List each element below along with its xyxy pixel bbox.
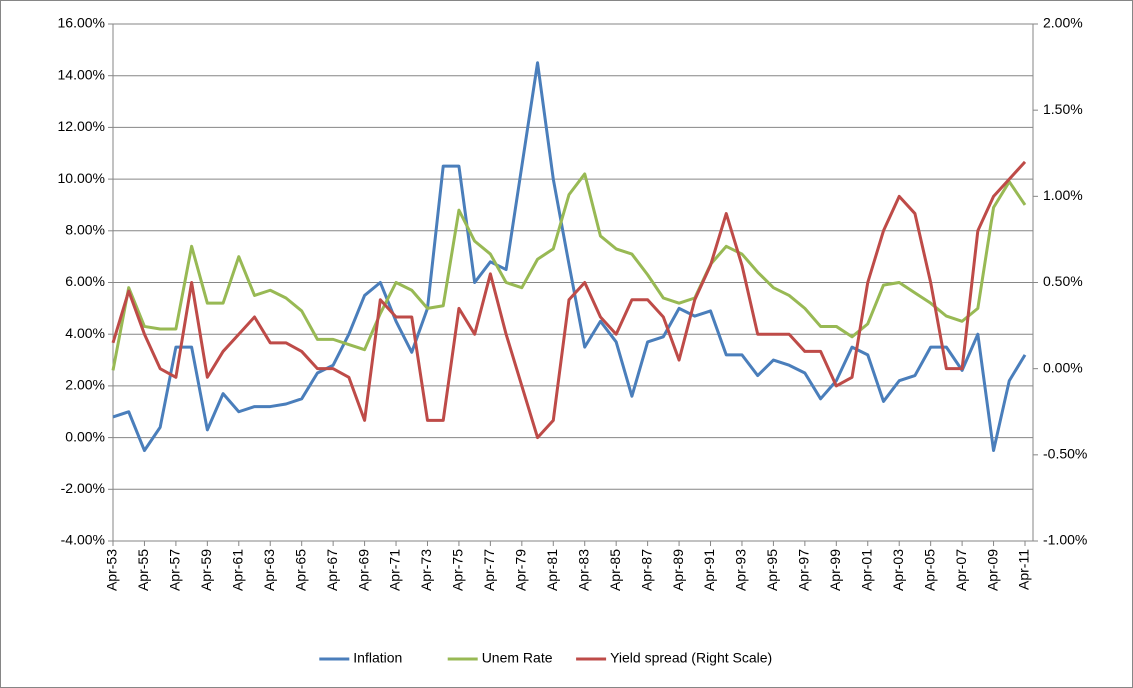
y-tick-label: 16.00%: [58, 15, 105, 31]
y-tick-label: -2.00%: [61, 480, 105, 496]
x-tick-label: Apr-87: [638, 549, 654, 591]
y2-tick-label: 1.00%: [1043, 187, 1083, 203]
x-tick-label: Apr-91: [701, 549, 717, 591]
series-line: [112, 61, 1027, 453]
x-tick-label: Apr-73: [418, 549, 434, 591]
x-tick-label: Apr-67: [324, 549, 340, 591]
y-tick-label: 6.00%: [65, 273, 105, 289]
x-tick-label: Apr-99: [827, 549, 843, 591]
y-tick-label: 12.00%: [58, 118, 105, 134]
x-tick-label: Apr-57: [167, 549, 183, 591]
y2-tick-label: 0.50%: [1043, 273, 1083, 289]
y-tick-label: 8.00%: [65, 222, 105, 238]
y-tick-label: -4.00%: [61, 532, 105, 548]
x-tick-label: Apr-07: [953, 549, 969, 591]
x-tick-label: Apr-63: [261, 549, 277, 591]
x-tick-label: Apr-95: [764, 549, 780, 591]
y2-tick-label: -1.00%: [1043, 532, 1087, 548]
x-tick-label: Apr-69: [355, 549, 371, 591]
legend-label: Unem Rate: [482, 650, 553, 666]
x-tick-label: Apr-85: [607, 549, 623, 591]
x-tick-label: Apr-09: [984, 549, 1000, 591]
x-tick-label: Apr-01: [858, 549, 874, 591]
x-tick-label: Apr-79: [513, 549, 529, 591]
series-line: [111, 172, 1027, 371]
x-tick-label: Apr-55: [135, 549, 151, 591]
y2-tick-label: 2.00%: [1043, 15, 1083, 31]
y-tick-label: 4.00%: [65, 325, 105, 341]
x-tick-label: Apr-53: [104, 549, 120, 591]
x-tick-label: Apr-77: [481, 549, 497, 591]
x-tick-label: Apr-61: [229, 549, 245, 591]
y-tick-label: 0.00%: [65, 428, 105, 444]
x-tick-label: Apr-93: [733, 549, 749, 591]
y2-tick-label: 1.50%: [1043, 101, 1083, 117]
x-tick-label: Apr-81: [544, 549, 560, 591]
y2-tick-label: 0.00%: [1043, 359, 1083, 375]
x-tick-label: Apr-65: [292, 549, 308, 591]
y-tick-label: 10.00%: [58, 170, 105, 186]
legend-label: Yield spread (Right Scale): [610, 650, 772, 666]
series-line: [111, 160, 1027, 440]
x-tick-label: Apr-05: [921, 549, 937, 591]
x-tick-label: Apr-75: [450, 549, 466, 591]
x-tick-label: Apr-97: [796, 549, 812, 591]
y-tick-label: 2.00%: [65, 377, 105, 393]
y-tick-label: 14.00%: [58, 66, 105, 82]
x-tick-label: Apr-89: [670, 549, 686, 591]
y2-tick-label: -0.50%: [1043, 446, 1087, 462]
x-tick-label: Apr-71: [387, 549, 403, 591]
x-tick-label: Apr-59: [198, 549, 214, 591]
legend-label: Inflation: [353, 650, 402, 666]
x-tick-label: Apr-83: [575, 549, 591, 591]
x-tick-label: Apr-11: [1016, 549, 1032, 590]
x-tick-label: Apr-03: [890, 549, 906, 591]
